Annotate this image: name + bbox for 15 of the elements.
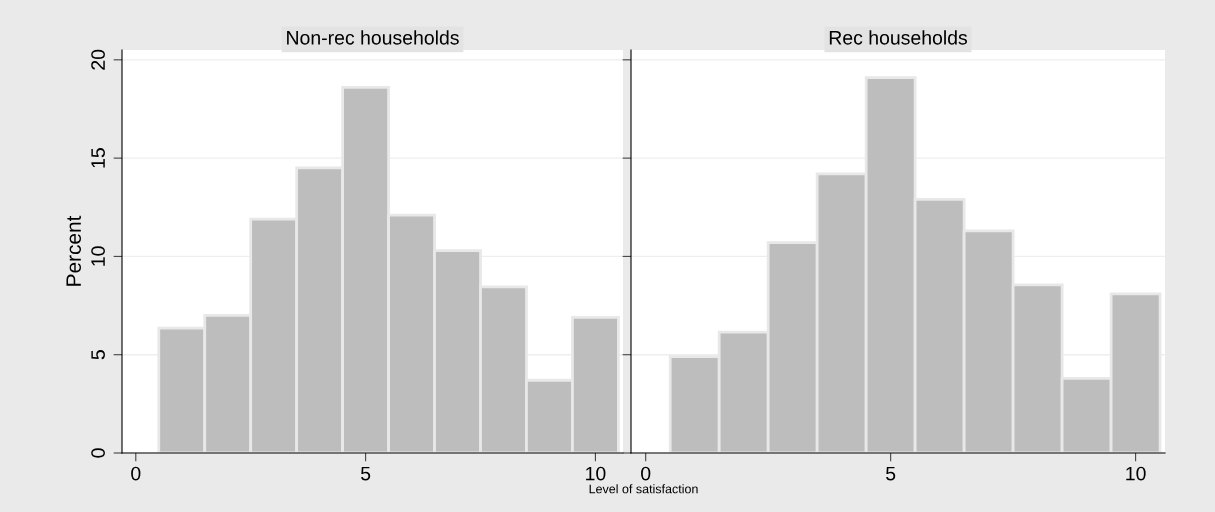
chart-title: Rec households (829, 30, 968, 45)
y-tick-label: 10 (91, 246, 105, 266)
x-tick-label: 10 (1126, 466, 1146, 481)
y-tick-label: 15 (91, 148, 105, 168)
y-tick-label: 20 (91, 49, 105, 70)
y-axis-title: Percent (66, 215, 82, 286)
x-tick-label: 0 (641, 466, 651, 481)
x-tick-label: 5 (360, 466, 371, 481)
x-tick-label: 10 (586, 466, 606, 481)
y-tick-label: 5 (91, 350, 105, 360)
x-tick-label: 0 (131, 466, 141, 481)
y-tick-label: 0 (91, 448, 105, 458)
x-axis-title: Level of satisfaction (589, 484, 698, 494)
chart-title: Non-rec households (287, 30, 459, 45)
x-tick-label: 5 (886, 466, 896, 481)
